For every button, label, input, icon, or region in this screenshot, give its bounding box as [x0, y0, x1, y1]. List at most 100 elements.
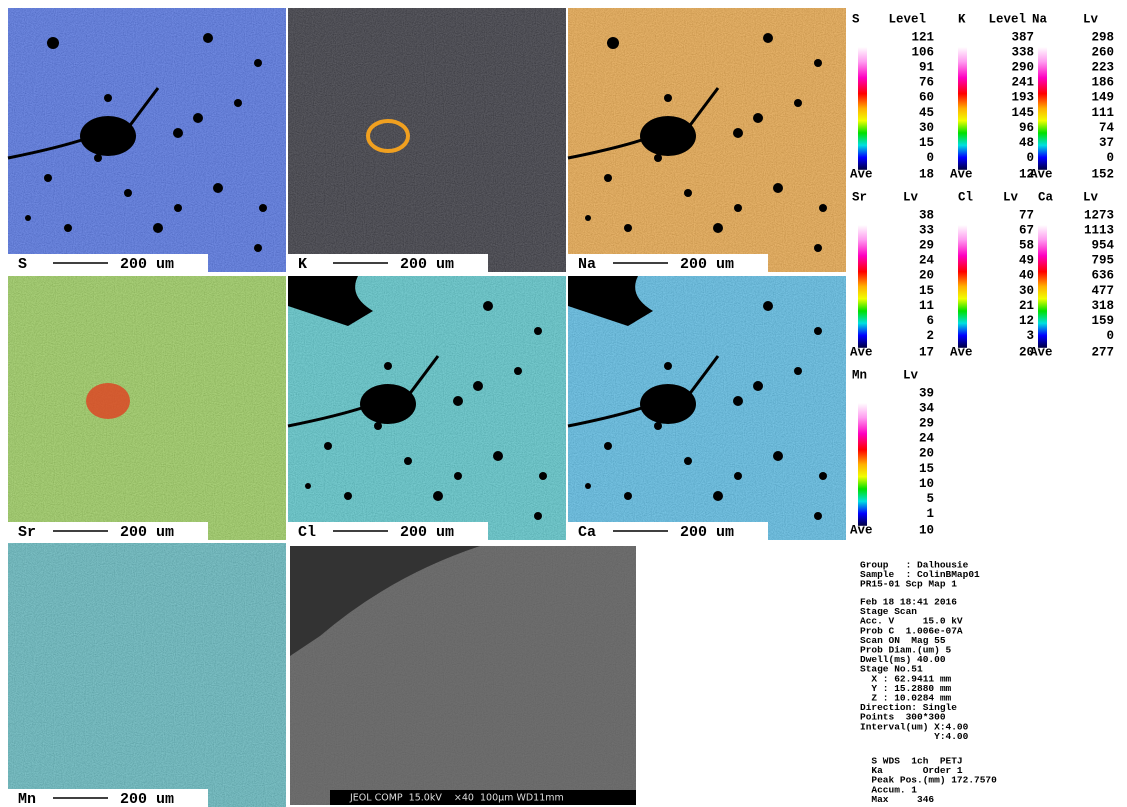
hot-spot: [366, 119, 410, 153]
pore: [47, 37, 59, 49]
info-line: Dwell(ms) 40.00: [860, 654, 946, 665]
map-noise: [288, 8, 566, 272]
pore: [344, 492, 352, 500]
scale-text: 200 um: [120, 256, 174, 273]
info-line: Y:4.00: [860, 731, 969, 742]
color-bar: [958, 225, 967, 348]
legend-value: 60: [919, 91, 934, 105]
ave-label: Ave: [850, 345, 873, 359]
pore: [254, 59, 262, 67]
pore: [473, 381, 483, 391]
legend-value: 193: [1011, 91, 1034, 105]
pore: [654, 422, 662, 430]
legend-element: K: [958, 12, 966, 26]
pore: [234, 99, 242, 107]
legend-element: Sr: [852, 190, 867, 204]
legend-value: 96: [1019, 121, 1034, 135]
legend-value: 24: [919, 432, 935, 446]
hot-spot: [86, 383, 130, 419]
pore: [534, 327, 542, 335]
info-line: S WDS 1ch PETJ: [860, 756, 963, 767]
info-line: Y : 15.2880 mm: [860, 683, 952, 694]
info-line: Feb 18 18:41 2016: [860, 597, 957, 608]
pore: [193, 113, 203, 123]
pore: [585, 215, 591, 221]
legend-value: 37: [1099, 136, 1114, 150]
legend-unit: Lv: [1083, 12, 1099, 26]
element-map: Ca 200 um: [567, 276, 846, 541]
info-line: Group : Dalhousie: [860, 560, 969, 571]
info-line: Accum. 1: [860, 784, 917, 795]
legend-value: 10: [919, 477, 934, 491]
legend-value: 77: [1019, 208, 1034, 222]
pore: [819, 204, 827, 212]
legend-value: 159: [1091, 314, 1114, 328]
legend-value: 145: [1011, 106, 1034, 120]
legend-value: 387: [1011, 30, 1034, 44]
pore: [624, 224, 632, 232]
pore: [384, 362, 392, 370]
pore: [173, 128, 183, 138]
info-line: Prob C 1.006e-07A: [860, 625, 963, 636]
legend-value: 1: [926, 507, 934, 521]
legend-value: 29: [919, 238, 934, 252]
pore: [514, 367, 522, 375]
map-noise: [8, 276, 286, 540]
sem-caption-bar: [330, 790, 636, 805]
color-bar: [858, 403, 867, 526]
legend-element: Na: [1032, 12, 1048, 26]
pore: [763, 301, 773, 311]
ave-label: Ave: [850, 523, 873, 537]
info-line: Stage No.51: [860, 664, 923, 675]
crack: [287, 355, 440, 428]
scale-text: 200 um: [680, 524, 734, 541]
map-label: S: [18, 256, 27, 273]
legend-value: 24: [919, 254, 935, 268]
info-line: Max 346: [860, 794, 934, 805]
legend-value: 48: [1019, 136, 1034, 150]
pore: [607, 37, 619, 49]
ave-label: Ave: [1030, 345, 1053, 359]
legend-value: 795: [1091, 254, 1114, 268]
ave-value: 10: [919, 523, 934, 537]
legend-value: 15: [919, 462, 934, 476]
pore: [664, 362, 672, 370]
legend-value: 6: [926, 314, 934, 328]
map-label: Cl: [298, 524, 316, 541]
legend-value: 20: [919, 269, 934, 283]
legend-value: 38: [919, 208, 934, 222]
map-label: Mn: [18, 791, 36, 807]
pore: [44, 174, 52, 182]
legend-element: Mn: [852, 368, 867, 382]
pore: [814, 327, 822, 335]
pore: [753, 113, 763, 123]
pore: [604, 174, 612, 182]
sem-caption: JEOL COMP 15.0kV ×40 100μm WD11mm: [349, 793, 564, 804]
color-bar: [858, 47, 867, 170]
element-map: Mn 200 um: [8, 543, 286, 807]
legend-value: 34: [919, 401, 935, 415]
color-bar: [958, 47, 967, 170]
pore: [124, 189, 132, 197]
pore: [493, 451, 503, 461]
pore: [814, 59, 822, 67]
pore: [624, 492, 632, 500]
pore: [453, 396, 463, 406]
pore: [404, 457, 412, 465]
pore: [814, 244, 822, 252]
legend-value: 29: [919, 416, 934, 430]
legend-value: 477: [1091, 284, 1114, 298]
ave-label: Ave: [950, 167, 973, 181]
legend-value: 21: [1019, 299, 1034, 313]
map-label: Na: [578, 256, 596, 273]
scale-text: 200 um: [400, 256, 454, 273]
ave-value: 277: [1091, 345, 1114, 359]
info-line: Ka Order 1: [860, 765, 963, 776]
pore: [733, 396, 743, 406]
ave-value: 12: [1019, 167, 1034, 181]
legend-value: 636: [1091, 269, 1114, 283]
info-line: Direction: Single: [860, 702, 957, 713]
legend-value: 338: [1011, 45, 1034, 59]
legend-value: 223: [1091, 60, 1114, 74]
ave-value: 152: [1091, 167, 1114, 181]
